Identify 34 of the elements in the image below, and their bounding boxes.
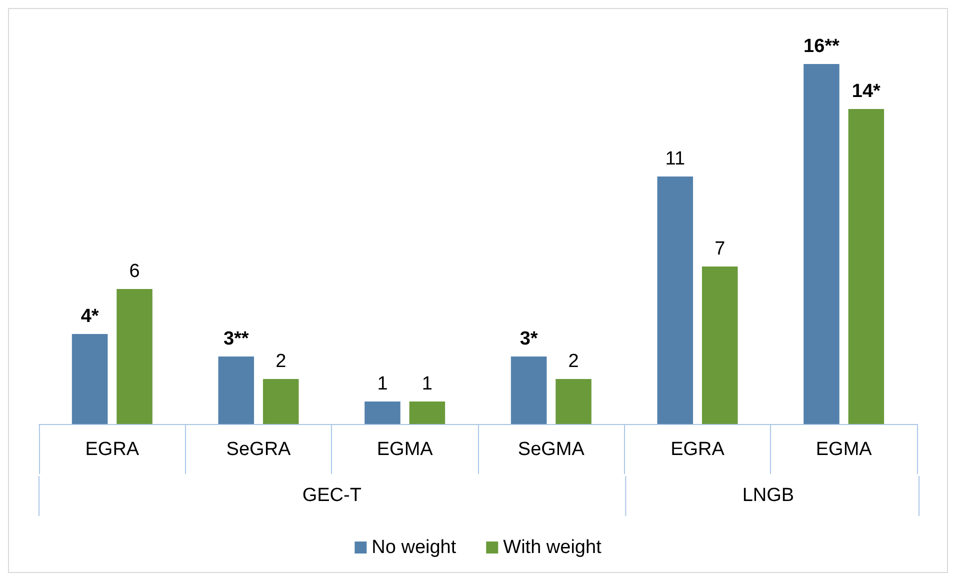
data-label: 3*: [520, 328, 538, 350]
bar: [657, 176, 694, 424]
x-tick-label: EGMA: [376, 439, 434, 460]
bar: [510, 356, 547, 424]
bar: [409, 402, 446, 424]
bar: [804, 64, 840, 424]
data-label: 2: [276, 351, 286, 372]
data-label: 6: [129, 261, 140, 282]
data-label: 2: [568, 351, 579, 372]
data-label: 7: [714, 238, 726, 260]
text: LNGB: [742, 485, 794, 506]
text: GEC-T: [302, 485, 362, 506]
x-tick-label: SeGMA: [518, 439, 585, 460]
bar: [218, 356, 254, 424]
x-tick-label: EGRA: [85, 439, 140, 460]
data-label: 4*: [80, 306, 100, 327]
bar: [72, 334, 108, 424]
data-label: 1: [422, 374, 432, 394]
data-label: 3**: [223, 328, 250, 350]
legend-label: With weight: [503, 537, 602, 558]
x-tick-label: EGMA: [816, 439, 872, 460]
data-label: 11: [665, 148, 686, 170]
bar: [848, 109, 884, 424]
x-tick-label: EGRA: [670, 439, 725, 460]
bar: [556, 379, 592, 424]
bar: [364, 402, 400, 424]
bar: [262, 379, 299, 424]
data-label: 1: [377, 374, 388, 394]
data-label: 14*: [852, 81, 882, 102]
bar: [116, 289, 152, 424]
x-tick-label: SeGRA: [226, 439, 292, 460]
data-label: 16**: [804, 36, 840, 57]
bar: [702, 266, 738, 424]
legend-label: No weight: [372, 537, 457, 558]
